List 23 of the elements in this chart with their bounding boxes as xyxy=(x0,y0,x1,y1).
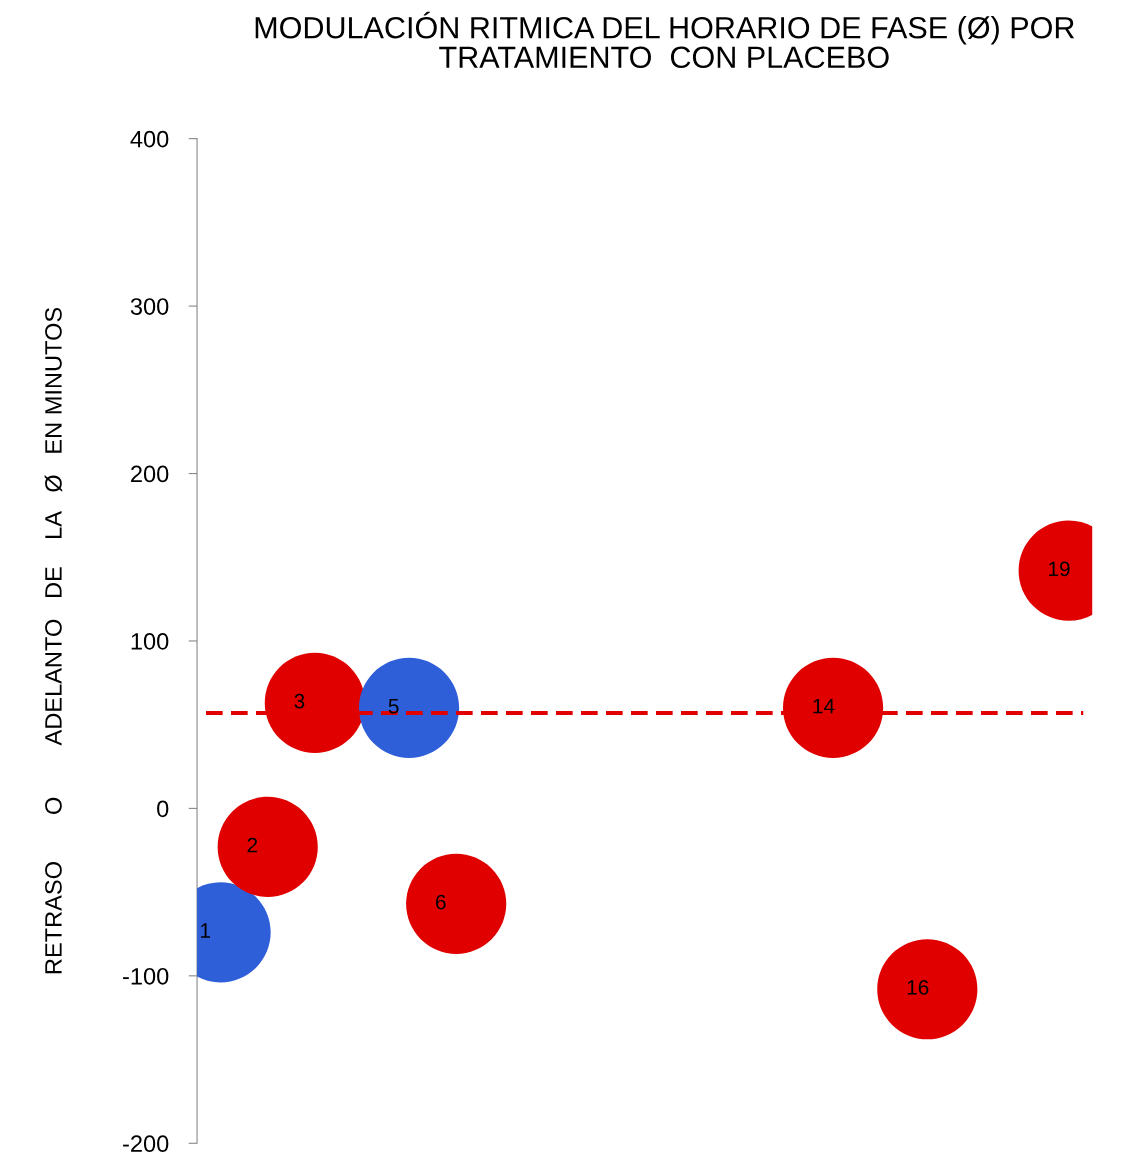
y-tick-label: 200 xyxy=(131,465,169,483)
y-tick-label: 100 xyxy=(131,633,169,650)
point xyxy=(358,657,460,759)
series-label: 2 xyxy=(247,837,258,853)
point xyxy=(783,657,884,759)
point xyxy=(217,796,318,897)
series-label: 1 xyxy=(200,923,210,938)
y-axis-title: RETRASO O ADELANTO DE LA Ø EN MINUTOS xyxy=(44,307,63,974)
y-tick-label: -100 xyxy=(123,967,169,985)
y-tick-label: 400 xyxy=(130,130,169,148)
y-tick-label: 300 xyxy=(130,298,169,315)
point xyxy=(406,853,507,954)
series-label: 14 xyxy=(813,698,835,714)
point xyxy=(877,939,978,1040)
y-tick-label: 0 xyxy=(157,800,169,818)
series-label: 3 xyxy=(294,693,305,709)
series-label: 19 xyxy=(1049,561,1070,577)
chart-title: MODULACIÓN RITMICA DEL HORARIO DE FASE (Ø) POR TRATAMIENTO CON PLACEBO xyxy=(255,11,1075,69)
series-label: 5 xyxy=(388,698,399,714)
point xyxy=(264,652,365,753)
series-label: 16 xyxy=(907,980,929,995)
series-label: 6 xyxy=(436,894,446,910)
y-tick-label: -200 xyxy=(123,1135,169,1153)
